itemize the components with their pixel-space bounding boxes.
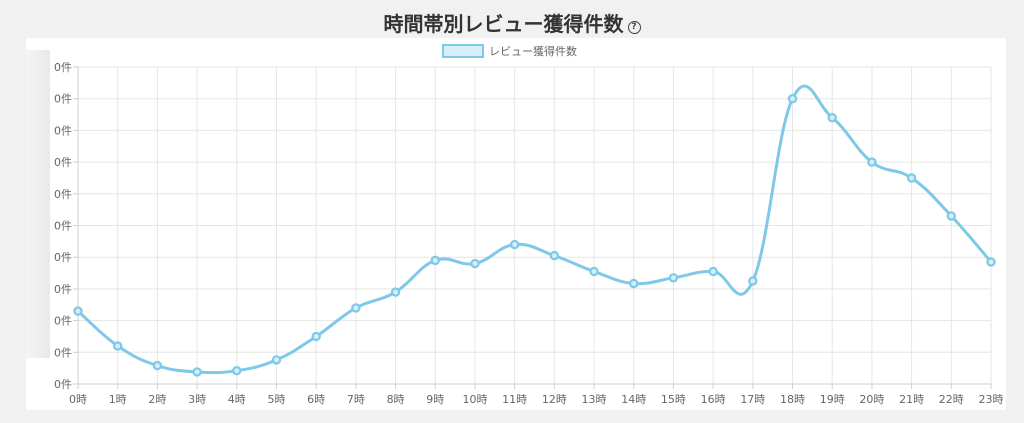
data-point[interactable] [906, 173, 917, 183]
x-tick-label: 16時 [701, 393, 726, 406]
x-tick-label: 17時 [740, 393, 765, 406]
x-tick-label: 6時 [307, 393, 325, 406]
series-points [73, 93, 996, 377]
data-point[interactable] [867, 157, 877, 167]
data-point[interactable] [708, 266, 718, 277]
x-tick-label: 18時 [780, 393, 805, 406]
chart-title: 時間帯別レビュー獲得件数 [383, 12, 624, 36]
y-tick-label: 0件 [54, 124, 72, 137]
x-tick-label: 14時 [621, 393, 646, 406]
data-point[interactable] [509, 239, 520, 250]
legend-label[interactable]: レビュー獲得件数 [489, 45, 577, 58]
data-point[interactable] [152, 360, 163, 371]
y-tick-label: 0件 [54, 93, 72, 106]
data-point[interactable] [311, 331, 321, 342]
series-line-group [77, 84, 993, 375]
data-point[interactable] [430, 255, 440, 266]
x-tick-label: 19時 [820, 393, 845, 406]
legend-swatch[interactable] [442, 44, 484, 58]
x-tick-label: 23時 [979, 393, 1004, 406]
x-axis-labels: 0時 1時 2時 3時 4時 5時 6時 7時 8時 9時 10時 11時 12時 13時 14時 15時 16… [69, 393, 1004, 406]
data-point[interactable] [192, 367, 202, 377]
data-point[interactable] [549, 250, 560, 261]
data-point[interactable] [351, 303, 361, 313]
data-point[interactable] [589, 266, 599, 277]
data-point[interactable] [748, 276, 758, 286]
x-tick-label: 12時 [542, 393, 567, 406]
data-point[interactable] [787, 93, 798, 104]
y-tick-label: 0件 [54, 346, 72, 359]
y-tick-label: 0件 [54, 220, 72, 233]
y-tick-label: 0件 [54, 283, 72, 296]
axes [73, 66, 992, 389]
x-tick-label: 0時 [69, 393, 87, 406]
data-point[interactable] [271, 355, 282, 365]
y-tick-label: 0件 [54, 251, 72, 264]
data-point[interactable] [629, 278, 639, 289]
data-point[interactable] [390, 287, 401, 297]
help-circle-icon[interactable]: ? [627, 21, 641, 34]
data-point[interactable] [668, 273, 679, 283]
y-axis-labels: 0件 0件 0件 0件 0件 0件 0件 0件 0件 0件 0件 [54, 61, 72, 391]
data-point[interactable] [232, 365, 242, 376]
grid [77, 66, 992, 385]
x-tick-label: 11時 [502, 393, 527, 406]
x-tick-label: 20時 [859, 393, 884, 406]
x-tick-label: 15時 [661, 393, 686, 406]
x-tick-label: 21時 [899, 393, 924, 406]
data-point[interactable] [827, 113, 837, 123]
x-tick-label: 8時 [387, 393, 405, 406]
x-tick-label: 10時 [462, 393, 487, 406]
y-tick-label: 0件 [54, 188, 72, 201]
x-tick-label: 3時 [188, 393, 206, 406]
data-point[interactable] [73, 306, 83, 316]
x-tick-label: 9時 [426, 393, 444, 406]
series-line [77, 84, 993, 375]
data-point[interactable] [470, 258, 480, 269]
x-tick-label: 2時 [148, 393, 166, 406]
x-tick-label: 4時 [228, 393, 246, 406]
y-tick-label: 0件 [54, 315, 72, 328]
x-tick-label: 22時 [939, 393, 964, 406]
y-tick-label: 0件 [54, 61, 72, 74]
scroll-shadow [26, 50, 50, 358]
legend: レビュー獲得件数 [442, 44, 577, 58]
x-tick-label: 1時 [109, 393, 127, 406]
chart-card [26, 38, 1006, 410]
page-title: 時間帯別レビュー獲得件数? [0, 8, 1024, 37]
x-tick-label: 5時 [267, 393, 285, 406]
data-point[interactable] [946, 211, 957, 221]
x-tick-label: 13時 [582, 393, 607, 406]
y-tick-label: 0件 [54, 156, 72, 169]
data-point[interactable] [112, 341, 123, 351]
y-tick-label: 0件 [54, 378, 72, 391]
data-point[interactable] [986, 257, 996, 267]
x-tick-label: 7時 [347, 393, 365, 406]
